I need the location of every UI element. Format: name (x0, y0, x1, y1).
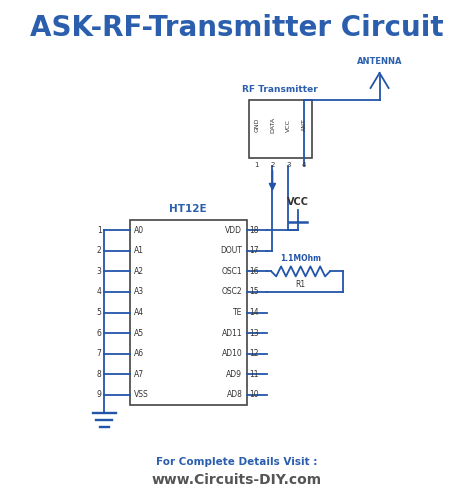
Text: A2: A2 (134, 267, 144, 276)
Text: 15: 15 (250, 288, 259, 297)
Text: 6: 6 (97, 329, 101, 338)
Text: A1: A1 (134, 247, 144, 255)
Text: VCC: VCC (287, 197, 310, 207)
Text: 2: 2 (270, 162, 274, 168)
Text: 1: 1 (255, 162, 259, 168)
Text: A7: A7 (134, 370, 144, 379)
Text: 10: 10 (250, 390, 259, 399)
Text: VSS: VSS (134, 390, 149, 399)
Text: GND: GND (254, 118, 259, 132)
Text: AD9: AD9 (227, 370, 242, 379)
Text: 2: 2 (97, 247, 101, 255)
Text: 3: 3 (286, 162, 291, 168)
Text: www.Circuits-DIY.com: www.Circuits-DIY.com (152, 473, 322, 487)
Bar (249, 100, 312, 158)
Text: For Complete Details Visit :: For Complete Details Visit : (156, 457, 318, 467)
Text: 8: 8 (97, 370, 101, 379)
Text: 4: 4 (302, 162, 306, 168)
Text: 13: 13 (250, 329, 259, 338)
Text: A4: A4 (134, 308, 144, 317)
Text: 1.1MOhm: 1.1MOhm (280, 254, 321, 263)
Text: DOUT: DOUT (220, 247, 242, 255)
Text: OSC1: OSC1 (222, 267, 242, 276)
Text: 12: 12 (250, 349, 259, 358)
Text: OSC2: OSC2 (222, 288, 242, 297)
Text: VDD: VDD (226, 226, 242, 235)
Text: 18: 18 (250, 226, 259, 235)
Text: 16: 16 (250, 267, 259, 276)
Text: TE: TE (233, 308, 242, 317)
Text: 3: 3 (97, 267, 101, 276)
Text: 7: 7 (97, 349, 101, 358)
Text: 1: 1 (97, 226, 101, 235)
Text: 11: 11 (250, 370, 259, 379)
Text: VCC: VCC (286, 118, 291, 132)
Text: 9: 9 (97, 390, 101, 399)
Bar (129, 220, 247, 405)
Text: AD11: AD11 (222, 329, 242, 338)
Text: 5: 5 (97, 308, 101, 317)
Text: 17: 17 (250, 247, 259, 255)
Text: RF Transmitter: RF Transmitter (242, 85, 318, 94)
Text: AD8: AD8 (227, 390, 242, 399)
Text: DATA: DATA (270, 117, 275, 133)
Text: HT12E: HT12E (170, 204, 207, 214)
Text: A0: A0 (134, 226, 144, 235)
Text: 14: 14 (250, 308, 259, 317)
Text: ANT: ANT (301, 119, 307, 132)
Text: 4: 4 (97, 288, 101, 297)
Text: AD10: AD10 (222, 349, 242, 358)
Text: A5: A5 (134, 329, 144, 338)
Text: A6: A6 (134, 349, 144, 358)
Text: R1: R1 (296, 280, 306, 290)
Text: ASK-RF-Transmitter Circuit: ASK-RF-Transmitter Circuit (30, 14, 444, 42)
Text: ANTENNA: ANTENNA (357, 57, 402, 66)
Text: A3: A3 (134, 288, 144, 297)
